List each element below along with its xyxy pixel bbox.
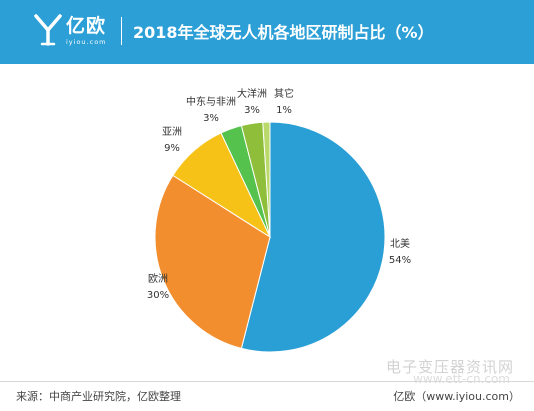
footer-brand: 亿欧（www.iyiou.com） bbox=[393, 390, 520, 403]
source-note: 来源：中商产业研究院，亿欧整理 bbox=[16, 390, 181, 403]
slice-value-2: 30% bbox=[147, 290, 169, 301]
slice-label-2: 欧洲 bbox=[148, 273, 168, 285]
watermark-url: www.ett-cn.com bbox=[413, 372, 510, 386]
pie-slices bbox=[154, 121, 386, 353]
slice-value-3: 9% bbox=[164, 143, 180, 154]
pie-chart: 北美 54% 欧洲 30% 亚洲 9% 中东与非洲 3% 大洋洲 3% 其它 1% bbox=[147, 87, 411, 353]
slice-value-5: 3% bbox=[244, 105, 260, 116]
slice-label-4: 中东与非洲 bbox=[186, 95, 236, 108]
header-banner: 亿欧 iyiou.com 2018年全球无人机各地区研制占比（%） bbox=[0, 0, 534, 64]
watermark-text: 电子变压器资讯网 bbox=[385, 358, 514, 376]
brand-name: 亿欧 bbox=[66, 15, 107, 37]
pie-slice-1 bbox=[240, 121, 386, 353]
brand-url: iyiou.com bbox=[66, 38, 107, 46]
chart-title: 2018年全球无人机各地区研制占比（%） bbox=[133, 23, 434, 42]
slice-label-3: 亚洲 bbox=[162, 126, 182, 138]
slice-value-4: 3% bbox=[203, 113, 219, 124]
pie-slice-2 bbox=[154, 174, 271, 349]
slice-label-1: 北美 bbox=[390, 237, 410, 250]
header-divider bbox=[121, 17, 122, 45]
slice-value-1: 54% bbox=[389, 255, 411, 266]
slice-label-6: 其它 bbox=[274, 87, 294, 100]
yiou-logo-icon bbox=[34, 14, 62, 46]
slice-value-6: 1% bbox=[276, 105, 292, 116]
pie-slice-6 bbox=[262, 121, 271, 238]
footer-divider bbox=[0, 381, 534, 382]
slice-label-5: 大洋洲 bbox=[237, 87, 267, 100]
pie-labels: 北美 54% 欧洲 30% 亚洲 9% 中东与非洲 3% 大洋洲 3% 其它 1% bbox=[147, 87, 411, 301]
